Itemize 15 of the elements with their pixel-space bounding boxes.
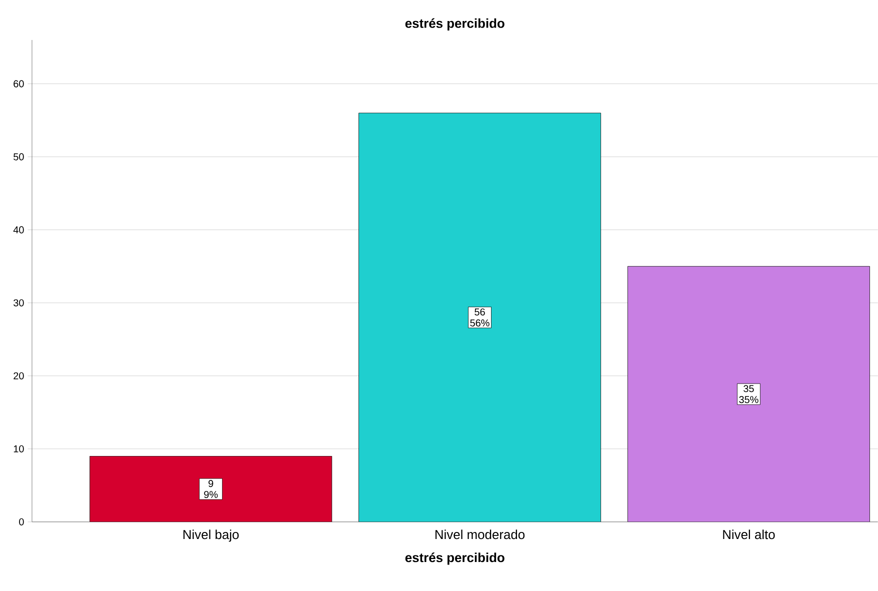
data-label: 56 56%: [470, 308, 490, 327]
y-tick-label: 20: [14, 372, 24, 380]
x-tick-label: Nivel alto: [723, 530, 775, 540]
y-tick-label: 0: [19, 518, 24, 526]
y-tick-label: 10: [14, 445, 24, 452]
x-tick-label: Nivel moderado: [436, 530, 525, 540]
x-tick-label: Nivel bajo: [183, 530, 239, 542]
y-tick-label: 60: [14, 80, 24, 88]
y-tick-label: 30: [14, 299, 24, 306]
x-axis-title: estrés percibido: [405, 552, 504, 565]
data-label: 35 35%: [739, 385, 758, 404]
data-label: 9 9%: [204, 480, 218, 498]
y-tick-label: 40: [13, 226, 24, 234]
y-tick-label: 50: [14, 153, 24, 160]
chart-title: estrés percibido: [405, 18, 504, 31]
